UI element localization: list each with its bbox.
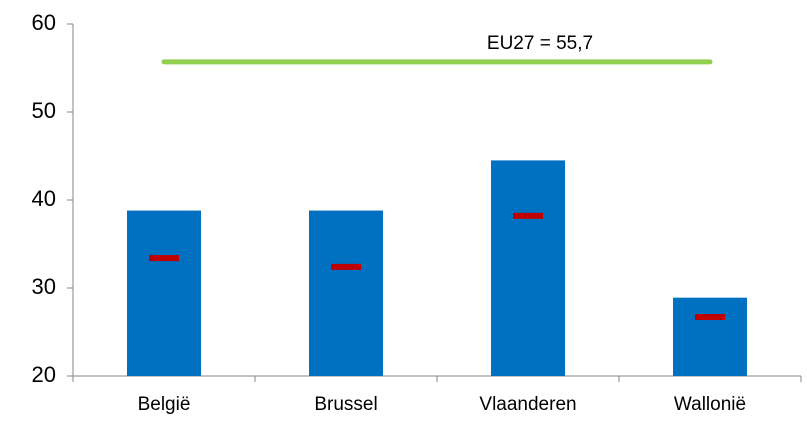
y-tick-label: 40 <box>32 186 56 211</box>
marker <box>331 263 361 270</box>
marker <box>695 314 725 321</box>
x-tick-label: Vlaanderen <box>479 394 576 415</box>
y-tick-label: 50 <box>32 98 56 123</box>
bar <box>127 210 201 376</box>
y-tick-label: 60 <box>32 10 56 35</box>
x-tick-label: Wallonië <box>674 394 746 415</box>
y-tick-label: 20 <box>32 362 56 387</box>
x-tick-label: België <box>138 394 191 415</box>
reference-label: EU27 = 55,7 <box>487 33 593 54</box>
x-tick-label: Brussel <box>314 394 377 415</box>
y-tick-label: 30 <box>32 274 56 299</box>
bar <box>673 297 747 376</box>
bar <box>491 160 565 376</box>
marker <box>513 212 543 219</box>
marker <box>149 255 179 262</box>
bar <box>309 210 383 376</box>
